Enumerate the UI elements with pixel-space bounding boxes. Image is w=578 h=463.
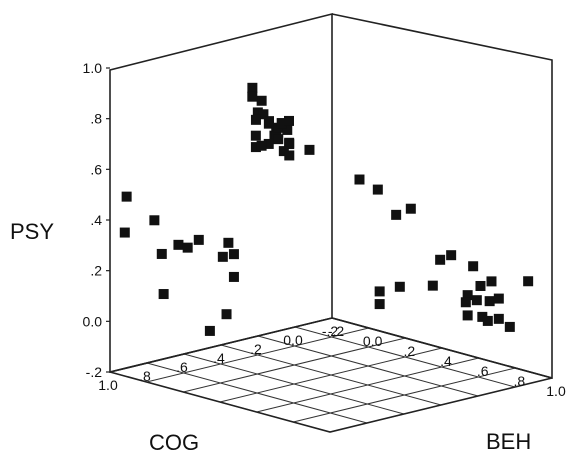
- data-point: [263, 138, 274, 149]
- x-tick-label: 1.0: [98, 377, 118, 393]
- data-point: [282, 124, 293, 135]
- x-tick-label: .4: [213, 350, 225, 366]
- scatter-points: [119, 82, 534, 336]
- data-point: [486, 276, 497, 287]
- data-point: [304, 144, 315, 155]
- data-point: [276, 118, 287, 129]
- data-point: [247, 91, 258, 102]
- data-point: [435, 254, 446, 265]
- data-point: [250, 114, 261, 125]
- y-tick-label: 1.0: [546, 383, 566, 399]
- data-point: [278, 146, 289, 157]
- data-point: [156, 248, 167, 259]
- x-tick-label: .6: [176, 359, 188, 375]
- z-tick-label: .2: [90, 263, 102, 279]
- data-point: [374, 299, 385, 310]
- data-point: [273, 134, 284, 145]
- data-point: [119, 227, 130, 238]
- y-tick-labels: -.2 0.0 .2 .4 .6 .8 1.0: [328, 323, 566, 399]
- floor-outline: [109, 317, 553, 433]
- z-tick-label: .8: [90, 111, 102, 127]
- data-point: [446, 250, 457, 261]
- data-point: [284, 139, 295, 150]
- data-point: [252, 107, 263, 118]
- data-point: [372, 184, 383, 195]
- data-point: [477, 311, 488, 322]
- data-point: [405, 203, 416, 214]
- data-point: [471, 295, 482, 306]
- data-point: [223, 237, 234, 248]
- data-point: [468, 261, 479, 272]
- z-tick-label: .4: [90, 212, 102, 228]
- y-tick-label: .6: [477, 363, 489, 379]
- x-tick-label: 0.0: [283, 332, 303, 348]
- data-point: [394, 281, 405, 292]
- data-point: [256, 95, 267, 106]
- right-wall-outline: [331, 13, 553, 380]
- data-point: [427, 280, 438, 291]
- data-point: [221, 309, 232, 320]
- y-tick-label: .4: [440, 353, 452, 369]
- data-point: [258, 109, 269, 120]
- data-point: [493, 293, 504, 304]
- y-tick-label: 0.0: [363, 333, 383, 349]
- y-tick-label: .2: [403, 343, 415, 359]
- x-axis-label: COG: [149, 430, 199, 455]
- y-tick-label: -.2: [328, 323, 345, 339]
- x-tick-labels: 1.0 .8 .6 .4 .2 0.0 -.2: [98, 323, 338, 393]
- floor-grid-line: [293, 367, 516, 423]
- data-point: [149, 215, 160, 226]
- data-point: [484, 296, 495, 307]
- data-point: [374, 286, 385, 297]
- data-point: [493, 313, 504, 324]
- data-point: [193, 234, 204, 245]
- data-point: [462, 290, 473, 301]
- data-point: [182, 242, 193, 253]
- data-point: [121, 191, 132, 202]
- x-tick-label: .2: [250, 341, 262, 357]
- data-point: [256, 140, 267, 151]
- z-tick-label: -.2: [86, 364, 103, 380]
- z-tick-label: .6: [90, 161, 102, 177]
- data-point: [462, 310, 473, 321]
- data-point: [391, 209, 402, 220]
- data-point: [523, 276, 534, 287]
- data-point: [173, 239, 184, 250]
- x-tick-label: .8: [139, 368, 151, 384]
- data-point: [250, 130, 261, 141]
- data-point: [475, 280, 486, 291]
- z-tick-labels: 1.0 .8 .6 .4 .2 0.0 -.2: [83, 60, 110, 380]
- data-point: [250, 142, 261, 153]
- data-point: [228, 271, 239, 282]
- data-point: [247, 82, 258, 93]
- data-point: [504, 321, 515, 332]
- floor-grid: [109, 317, 553, 433]
- y-tick-label: .8: [513, 373, 525, 389]
- data-point: [354, 174, 365, 185]
- data-point: [264, 116, 274, 127]
- data-point: [284, 115, 294, 126]
- data-point: [482, 315, 493, 326]
- z-tick-label: 0.0: [83, 313, 103, 329]
- data-point: [204, 325, 215, 336]
- data-point: [460, 297, 471, 308]
- z-axis-label: PSY: [10, 219, 54, 244]
- x-tick-label: -.2: [322, 323, 339, 339]
- left-wall-outline: [109, 12, 333, 374]
- z-tick-label: 1.0: [83, 60, 103, 76]
- y-axis-label: BEH: [486, 429, 531, 454]
- data-point: [284, 150, 295, 161]
- data-point: [158, 289, 169, 300]
- data-point: [217, 251, 228, 262]
- data-point: [228, 249, 239, 260]
